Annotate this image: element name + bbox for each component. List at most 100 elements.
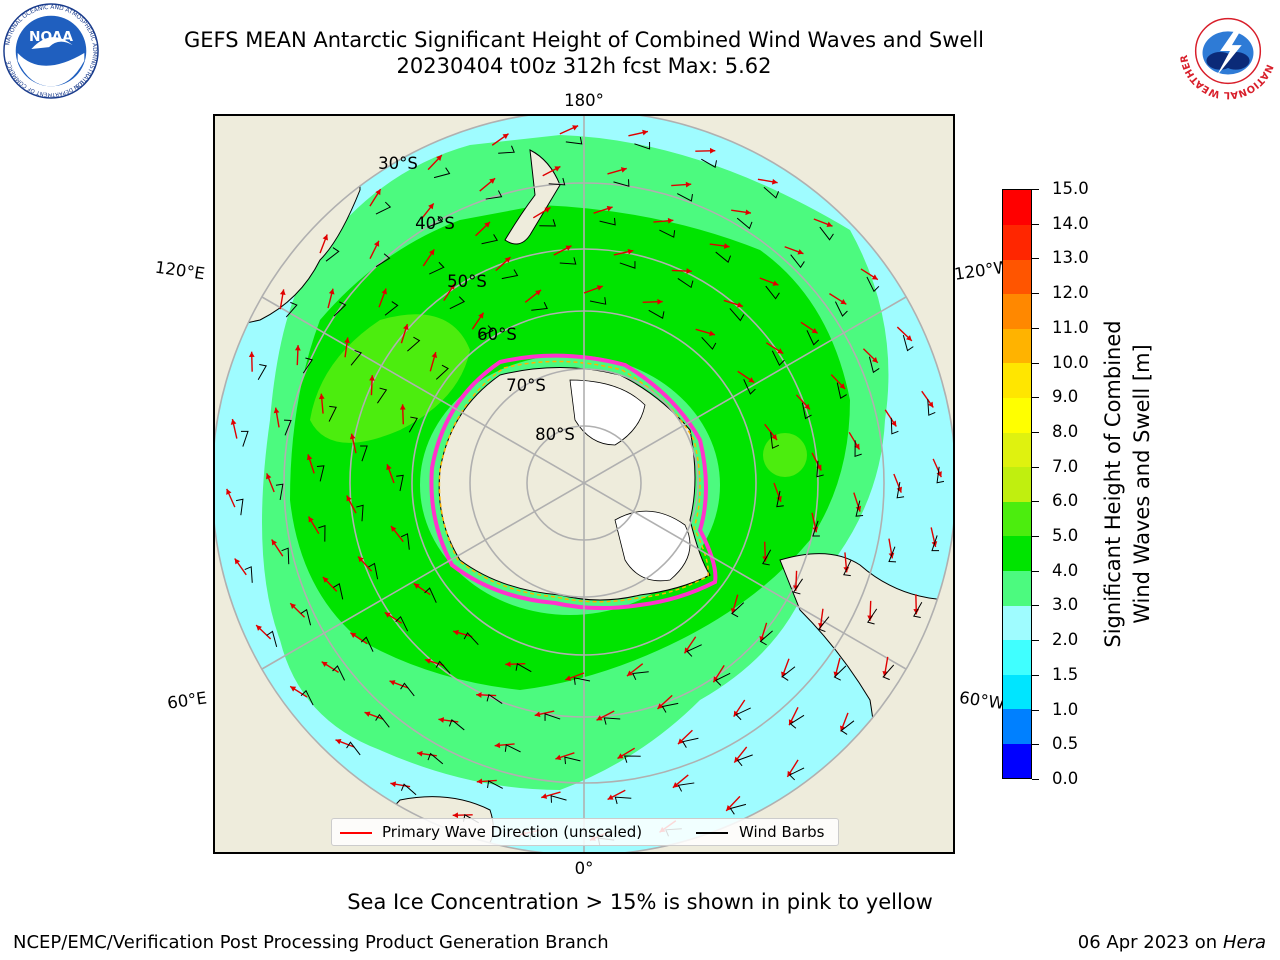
wind-barb [244, 566, 253, 583]
colorbar-tick [1032, 466, 1039, 468]
wave-arrow-head [308, 516, 314, 523]
colorbar-segment [1003, 362, 1031, 399]
wave-arrow-head [565, 675, 572, 681]
colorbar-tick [1032, 640, 1039, 642]
wind-barb [573, 677, 591, 685]
wave-arrow-head [730, 608, 737, 614]
wave-arrow-head [684, 647, 690, 654]
wind-barb [375, 201, 392, 215]
colorbar-tick-label: 13.0 [1052, 248, 1089, 268]
wind-barb [816, 460, 824, 478]
wind-barb [931, 535, 940, 552]
wave-arrow-head [626, 670, 633, 677]
wave-arrow-head [256, 625, 262, 631]
lat-label-60s: 60°S [477, 325, 517, 344]
wind-barb [384, 301, 399, 316]
wave-arrow-head [871, 357, 878, 363]
wind-barb [765, 285, 780, 300]
wind-barb [890, 417, 899, 435]
colorbar-segment [1003, 535, 1031, 571]
wave-arrow-head [804, 403, 810, 410]
wind-barb [913, 602, 923, 619]
wave-arrow-head [373, 240, 380, 247]
wind-barb [408, 416, 418, 433]
colorbar-tick [1032, 327, 1039, 329]
wind-barb [332, 665, 346, 681]
wind-barb [318, 524, 326, 542]
wave-arrow-head [478, 312, 484, 319]
colorbar-tick-label: 3.0 [1052, 595, 1079, 615]
wave-arrow-head [489, 178, 496, 184]
wind-barb [427, 215, 444, 228]
wave-arrow-head [811, 327, 818, 334]
wave-arrow-head [453, 629, 459, 636]
wind-barb [548, 177, 566, 186]
colorbar-tick-label: 10.0 [1052, 352, 1089, 372]
map-legend: Primary Wave Direction (unscaled) Wind B… [331, 818, 839, 846]
wind-barb [632, 671, 649, 681]
lat-label-40s: 40°S [415, 214, 455, 233]
wind-barb [648, 309, 665, 319]
wave-arrow-head [321, 661, 328, 667]
wave-arrow-head [891, 420, 897, 427]
footer-date-text: 06 Apr 2023 on [1077, 932, 1223, 953]
wave-arrow-head [816, 464, 822, 471]
wind-barb [400, 682, 415, 697]
wind-barb [487, 780, 503, 789]
colorbar-tick-label: 14.0 [1052, 213, 1089, 233]
colorbar-segment [1003, 224, 1031, 260]
wind-barb [400, 783, 417, 796]
wind-barb [801, 402, 812, 420]
wind-barb [781, 666, 796, 681]
wind-barb [806, 330, 820, 346]
wave-arrow-head [596, 715, 603, 721]
wave-arrow-head [896, 486, 902, 493]
colorbar-tick-label: 0.5 [1052, 734, 1079, 754]
wave-arrow-head [279, 289, 286, 296]
wave-arrow-head [657, 703, 664, 709]
wind-barb [854, 440, 862, 458]
lon-label-0: 0° [575, 859, 594, 878]
wind-barb [659, 229, 676, 238]
wind-barb [257, 363, 267, 380]
colorbar-tick [1032, 293, 1039, 295]
colorbar-tick [1032, 258, 1039, 260]
footer-credit: NCEP/EMC/Verification Post Processing Pr… [13, 932, 609, 953]
wave-arrow-head [346, 495, 352, 502]
wave-arrow-head [328, 288, 335, 295]
wind-barb [300, 689, 314, 706]
wind-barb [833, 665, 847, 681]
wind-barb [762, 549, 772, 566]
colorbar-tick [1032, 223, 1039, 225]
wave-arrow-head [839, 383, 846, 390]
wind-barb [896, 481, 905, 499]
colorbar-segment [1003, 570, 1031, 606]
legend-wave-label: Primary Wave Direction (unscaled) [382, 823, 643, 841]
colorbar-segment [1003, 708, 1031, 744]
wave-arrow-head [685, 181, 692, 188]
wind-barb [463, 632, 479, 646]
wave-arrow-head [248, 351, 255, 358]
wave-arrow-head [657, 298, 663, 305]
wave-arrow-head [273, 407, 280, 414]
lat-label-30s: 30°S [378, 154, 418, 173]
wind-barb [736, 754, 753, 767]
wind-barb [375, 713, 390, 728]
wave-arrow-head [436, 155, 442, 161]
wind-barb [771, 350, 785, 367]
wave-arrow-head [642, 129, 648, 136]
wave-arrow-head [476, 778, 483, 785]
wave-arrow-head [745, 209, 751, 216]
wind-barb [350, 349, 363, 366]
ronne-ice-shelf [614, 510, 691, 582]
noaa-logo-text: NOAA [29, 29, 73, 45]
wind-barb [681, 737, 699, 748]
colorbar-tick [1032, 189, 1039, 190]
wind-barb [661, 702, 679, 713]
wind-barb [400, 533, 410, 550]
lon-label-120e: 120°E [154, 258, 206, 284]
colorbar-segment [1003, 328, 1031, 364]
wave-arrow-head [854, 443, 860, 450]
colorbar-tick-label: 11.0 [1052, 317, 1089, 337]
colorbar-segment [1003, 674, 1031, 710]
